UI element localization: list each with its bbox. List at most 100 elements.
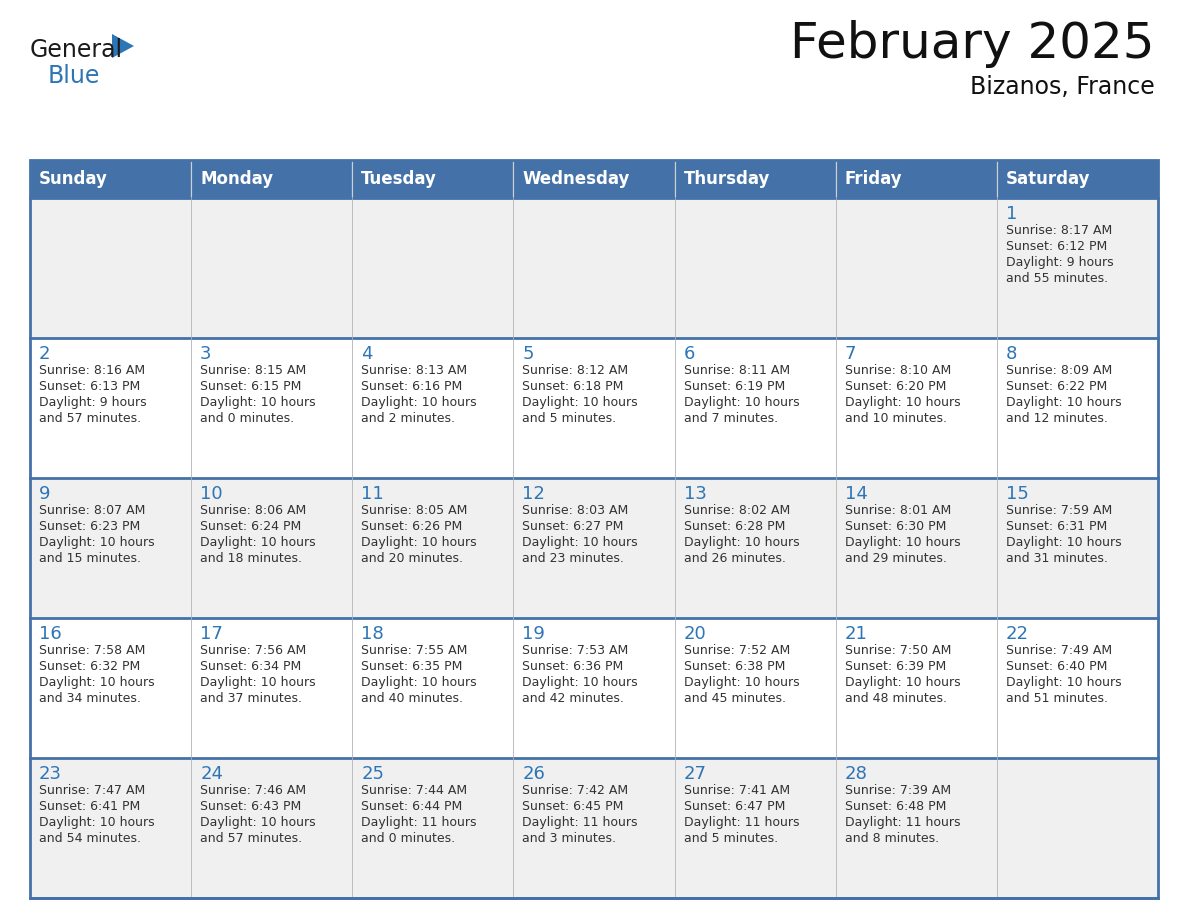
Bar — [675, 160, 835, 198]
Bar — [30, 618, 191, 758]
Text: Daylight: 10 hours: Daylight: 10 hours — [361, 396, 476, 409]
Text: Sunrise: 8:09 AM: Sunrise: 8:09 AM — [1006, 364, 1112, 377]
Bar — [513, 478, 675, 618]
Text: Sunrise: 8:16 AM: Sunrise: 8:16 AM — [39, 364, 145, 377]
Text: Wednesday: Wednesday — [523, 170, 630, 188]
Bar — [835, 160, 997, 198]
Text: 25: 25 — [361, 765, 384, 783]
Bar — [513, 198, 675, 338]
Bar — [835, 478, 997, 618]
Bar — [997, 160, 1158, 198]
Text: Daylight: 9 hours: Daylight: 9 hours — [39, 396, 146, 409]
Bar — [191, 758, 353, 898]
Text: Sunrise: 8:17 AM: Sunrise: 8:17 AM — [1006, 224, 1112, 237]
Text: Sunset: 6:28 PM: Sunset: 6:28 PM — [683, 520, 785, 533]
Text: Sunrise: 7:59 AM: Sunrise: 7:59 AM — [1006, 504, 1112, 517]
Text: and 48 minutes.: and 48 minutes. — [845, 692, 947, 705]
Text: and 23 minutes.: and 23 minutes. — [523, 552, 625, 565]
Text: 3: 3 — [200, 345, 211, 363]
Text: Sunset: 6:13 PM: Sunset: 6:13 PM — [39, 380, 140, 393]
Text: Sunrise: 7:44 AM: Sunrise: 7:44 AM — [361, 784, 467, 797]
Text: Sunrise: 8:03 AM: Sunrise: 8:03 AM — [523, 504, 628, 517]
Text: Sunrise: 7:42 AM: Sunrise: 7:42 AM — [523, 784, 628, 797]
Bar — [675, 198, 835, 338]
Text: Tuesday: Tuesday — [361, 170, 437, 188]
Text: 17: 17 — [200, 625, 223, 643]
Text: Daylight: 11 hours: Daylight: 11 hours — [523, 816, 638, 829]
Bar — [353, 618, 513, 758]
Text: and 5 minutes.: and 5 minutes. — [683, 832, 778, 845]
Text: Sunrise: 7:39 AM: Sunrise: 7:39 AM — [845, 784, 950, 797]
Text: and 5 minutes.: and 5 minutes. — [523, 412, 617, 425]
Text: Sunset: 6:31 PM: Sunset: 6:31 PM — [1006, 520, 1107, 533]
Text: Thursday: Thursday — [683, 170, 770, 188]
Text: and 29 minutes.: and 29 minutes. — [845, 552, 947, 565]
Text: Daylight: 10 hours: Daylight: 10 hours — [200, 396, 316, 409]
Text: Sunset: 6:22 PM: Sunset: 6:22 PM — [1006, 380, 1107, 393]
Text: Sunset: 6:44 PM: Sunset: 6:44 PM — [361, 800, 462, 813]
Bar — [353, 478, 513, 618]
Text: Sunset: 6:40 PM: Sunset: 6:40 PM — [1006, 660, 1107, 673]
Bar — [353, 160, 513, 198]
Text: Saturday: Saturday — [1006, 170, 1091, 188]
Text: Sunrise: 8:10 AM: Sunrise: 8:10 AM — [845, 364, 950, 377]
Text: Sunset: 6:47 PM: Sunset: 6:47 PM — [683, 800, 785, 813]
Text: Sunset: 6:30 PM: Sunset: 6:30 PM — [845, 520, 946, 533]
Text: Sunrise: 8:06 AM: Sunrise: 8:06 AM — [200, 504, 307, 517]
Text: Sunrise: 8:02 AM: Sunrise: 8:02 AM — [683, 504, 790, 517]
Text: Sunrise: 8:11 AM: Sunrise: 8:11 AM — [683, 364, 790, 377]
Text: Daylight: 10 hours: Daylight: 10 hours — [200, 536, 316, 549]
Text: Daylight: 10 hours: Daylight: 10 hours — [683, 396, 800, 409]
Bar — [191, 198, 353, 338]
Text: Daylight: 10 hours: Daylight: 10 hours — [200, 676, 316, 689]
Text: and 55 minutes.: and 55 minutes. — [1006, 272, 1108, 285]
Text: 14: 14 — [845, 485, 867, 503]
Text: Sunrise: 7:52 AM: Sunrise: 7:52 AM — [683, 644, 790, 657]
Text: Sunrise: 7:50 AM: Sunrise: 7:50 AM — [845, 644, 952, 657]
Text: 15: 15 — [1006, 485, 1029, 503]
Text: Daylight: 10 hours: Daylight: 10 hours — [1006, 396, 1121, 409]
Text: 7: 7 — [845, 345, 857, 363]
Text: Sunset: 6:15 PM: Sunset: 6:15 PM — [200, 380, 302, 393]
Bar — [835, 618, 997, 758]
Text: 16: 16 — [39, 625, 62, 643]
Text: Daylight: 10 hours: Daylight: 10 hours — [39, 816, 154, 829]
Text: Sunrise: 7:55 AM: Sunrise: 7:55 AM — [361, 644, 468, 657]
Text: and 57 minutes.: and 57 minutes. — [39, 412, 141, 425]
Text: Monday: Monday — [200, 170, 273, 188]
Text: Sunday: Sunday — [39, 170, 108, 188]
Text: Sunrise: 7:47 AM: Sunrise: 7:47 AM — [39, 784, 145, 797]
Text: Bizanos, France: Bizanos, France — [971, 75, 1155, 99]
Bar — [835, 198, 997, 338]
Text: 18: 18 — [361, 625, 384, 643]
Bar — [513, 160, 675, 198]
Bar — [997, 758, 1158, 898]
Text: Daylight: 10 hours: Daylight: 10 hours — [845, 676, 960, 689]
Text: Sunrise: 7:46 AM: Sunrise: 7:46 AM — [200, 784, 307, 797]
Text: Sunrise: 7:58 AM: Sunrise: 7:58 AM — [39, 644, 145, 657]
Bar — [30, 338, 191, 478]
Bar — [513, 758, 675, 898]
Bar — [513, 338, 675, 478]
Text: Daylight: 9 hours: Daylight: 9 hours — [1006, 256, 1113, 269]
Bar — [30, 758, 191, 898]
Text: General: General — [30, 38, 124, 62]
Text: 2: 2 — [39, 345, 51, 363]
Text: 24: 24 — [200, 765, 223, 783]
Bar — [675, 618, 835, 758]
Text: and 8 minutes.: and 8 minutes. — [845, 832, 939, 845]
Text: and 57 minutes.: and 57 minutes. — [200, 832, 302, 845]
Text: Sunset: 6:32 PM: Sunset: 6:32 PM — [39, 660, 140, 673]
Bar — [997, 198, 1158, 338]
Text: Sunrise: 8:15 AM: Sunrise: 8:15 AM — [200, 364, 307, 377]
Bar — [835, 338, 997, 478]
Text: Daylight: 10 hours: Daylight: 10 hours — [683, 676, 800, 689]
Text: and 0 minutes.: and 0 minutes. — [200, 412, 295, 425]
Text: and 31 minutes.: and 31 minutes. — [1006, 552, 1107, 565]
Text: Sunset: 6:45 PM: Sunset: 6:45 PM — [523, 800, 624, 813]
Text: Daylight: 10 hours: Daylight: 10 hours — [361, 676, 476, 689]
Text: Sunset: 6:19 PM: Sunset: 6:19 PM — [683, 380, 785, 393]
Text: Sunset: 6:39 PM: Sunset: 6:39 PM — [845, 660, 946, 673]
Text: 4: 4 — [361, 345, 373, 363]
Text: 26: 26 — [523, 765, 545, 783]
